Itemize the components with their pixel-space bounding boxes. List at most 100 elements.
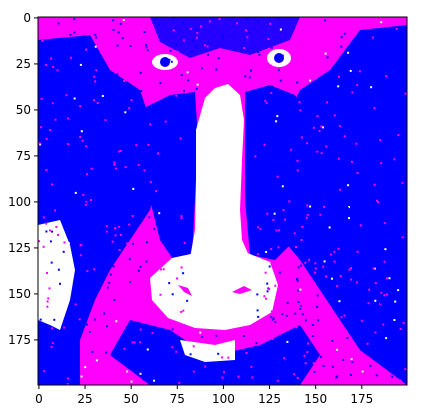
fur-speckle (263, 143, 266, 146)
fur-speckle (151, 160, 154, 163)
fur-speckle (191, 39, 194, 42)
fur-speckle (125, 35, 128, 38)
fur-speckle (300, 136, 303, 139)
fur-speckle (123, 347, 126, 350)
fur-speckle (139, 328, 142, 331)
fur-speckle (321, 317, 324, 319)
fur-speckle (380, 291, 383, 294)
fur-speckle (243, 47, 246, 49)
fur-speckle (172, 173, 175, 175)
fur-texture (38, 17, 407, 385)
fur-speckle (292, 362, 295, 365)
fur-speckle (256, 226, 259, 229)
fur-speckle (257, 50, 260, 53)
fur-speckle (175, 350, 178, 353)
fur-speckle (179, 95, 182, 97)
fur-speckle (82, 285, 85, 288)
fur-speckle (137, 269, 140, 272)
fur-speckle (375, 374, 378, 377)
fur-speckle (319, 213, 322, 216)
fur-speckle (349, 374, 352, 376)
fur-speckle (300, 39, 303, 42)
fur-speckle (266, 282, 269, 285)
fur-speckle (401, 181, 404, 184)
fur-speckle (273, 356, 275, 359)
fur-speckle (102, 138, 105, 141)
fur-speckle (82, 322, 85, 325)
fur-speckle (335, 376, 338, 379)
fur-speckle (375, 354, 378, 357)
fur-speckle (154, 210, 157, 213)
fur-speckle (146, 49, 149, 52)
x-tick-label: 0 (35, 392, 43, 406)
fur-speckle (86, 173, 88, 176)
image-area (38, 17, 407, 385)
fur-speckle (118, 150, 120, 153)
fur-speckle (203, 44, 206, 47)
fur-speckle (50, 171, 53, 174)
fur-speckle (404, 87, 407, 90)
fur-speckle (145, 43, 147, 46)
fur-speckle (131, 341, 134, 344)
fur-speckle (264, 271, 267, 274)
fur-speckle (254, 345, 257, 348)
fur-speckle (373, 183, 376, 186)
fur-speckle (223, 371, 225, 374)
fur-speckle (402, 322, 405, 325)
fur-speckle (134, 344, 137, 347)
fur-speckle (125, 341, 128, 344)
fur-speckle (47, 103, 50, 106)
fur-speckle (379, 204, 382, 207)
fur-speckle (283, 81, 286, 84)
fur-speckle (316, 305, 319, 308)
fur-speckle (399, 154, 402, 157)
fur-speckle (200, 335, 203, 338)
fur-speckle (119, 150, 122, 152)
fur-speckle (290, 148, 293, 151)
fur-speckle (38, 240, 41, 243)
fur-speckle (215, 68, 218, 71)
fur-speckle (343, 135, 346, 138)
fur-speckle (398, 330, 400, 333)
fur-speckle (372, 36, 375, 39)
fur-speckle (318, 118, 321, 121)
fur-speckle (305, 172, 308, 175)
fur-speckle (356, 84, 359, 87)
fur-speckle (46, 300, 49, 303)
fur-speckle (201, 374, 204, 377)
right-pupil (274, 53, 284, 63)
fur-speckle (120, 220, 123, 223)
fur-speckle (128, 258, 131, 261)
fur-speckle (110, 25, 113, 28)
fur-speckle (314, 271, 317, 274)
fur-speckle (359, 179, 362, 182)
fur-speckle (244, 29, 247, 32)
fur-speckle (40, 97, 43, 100)
fur-speckle (167, 138, 170, 141)
fur-speckle (316, 57, 319, 60)
fur-speckle (119, 234, 122, 236)
fur-speckle (85, 145, 88, 148)
fur-speckle (316, 380, 319, 383)
fur-speckle (391, 150, 394, 153)
fur-speckle (305, 347, 308, 350)
fur-speckle (342, 358, 345, 361)
fur-speckle (119, 22, 122, 25)
fur-speckle (321, 44, 324, 47)
fur-speckle (296, 169, 299, 172)
fur-speckle (116, 73, 119, 76)
fur-speckle (151, 37, 154, 40)
fur-speckle (73, 18, 76, 21)
x-tick-label: 100 (212, 392, 235, 406)
fur-speckle (38, 142, 41, 145)
fur-speckle (86, 270, 89, 273)
fur-speckle (159, 293, 162, 296)
fur-speckle (354, 316, 357, 319)
fur-speckle (274, 308, 277, 311)
fur-speckle (309, 205, 312, 208)
fur-speckle (141, 21, 143, 24)
fur-speckle (212, 369, 215, 371)
fur-speckle (149, 117, 152, 120)
fur-speckle (116, 44, 119, 47)
